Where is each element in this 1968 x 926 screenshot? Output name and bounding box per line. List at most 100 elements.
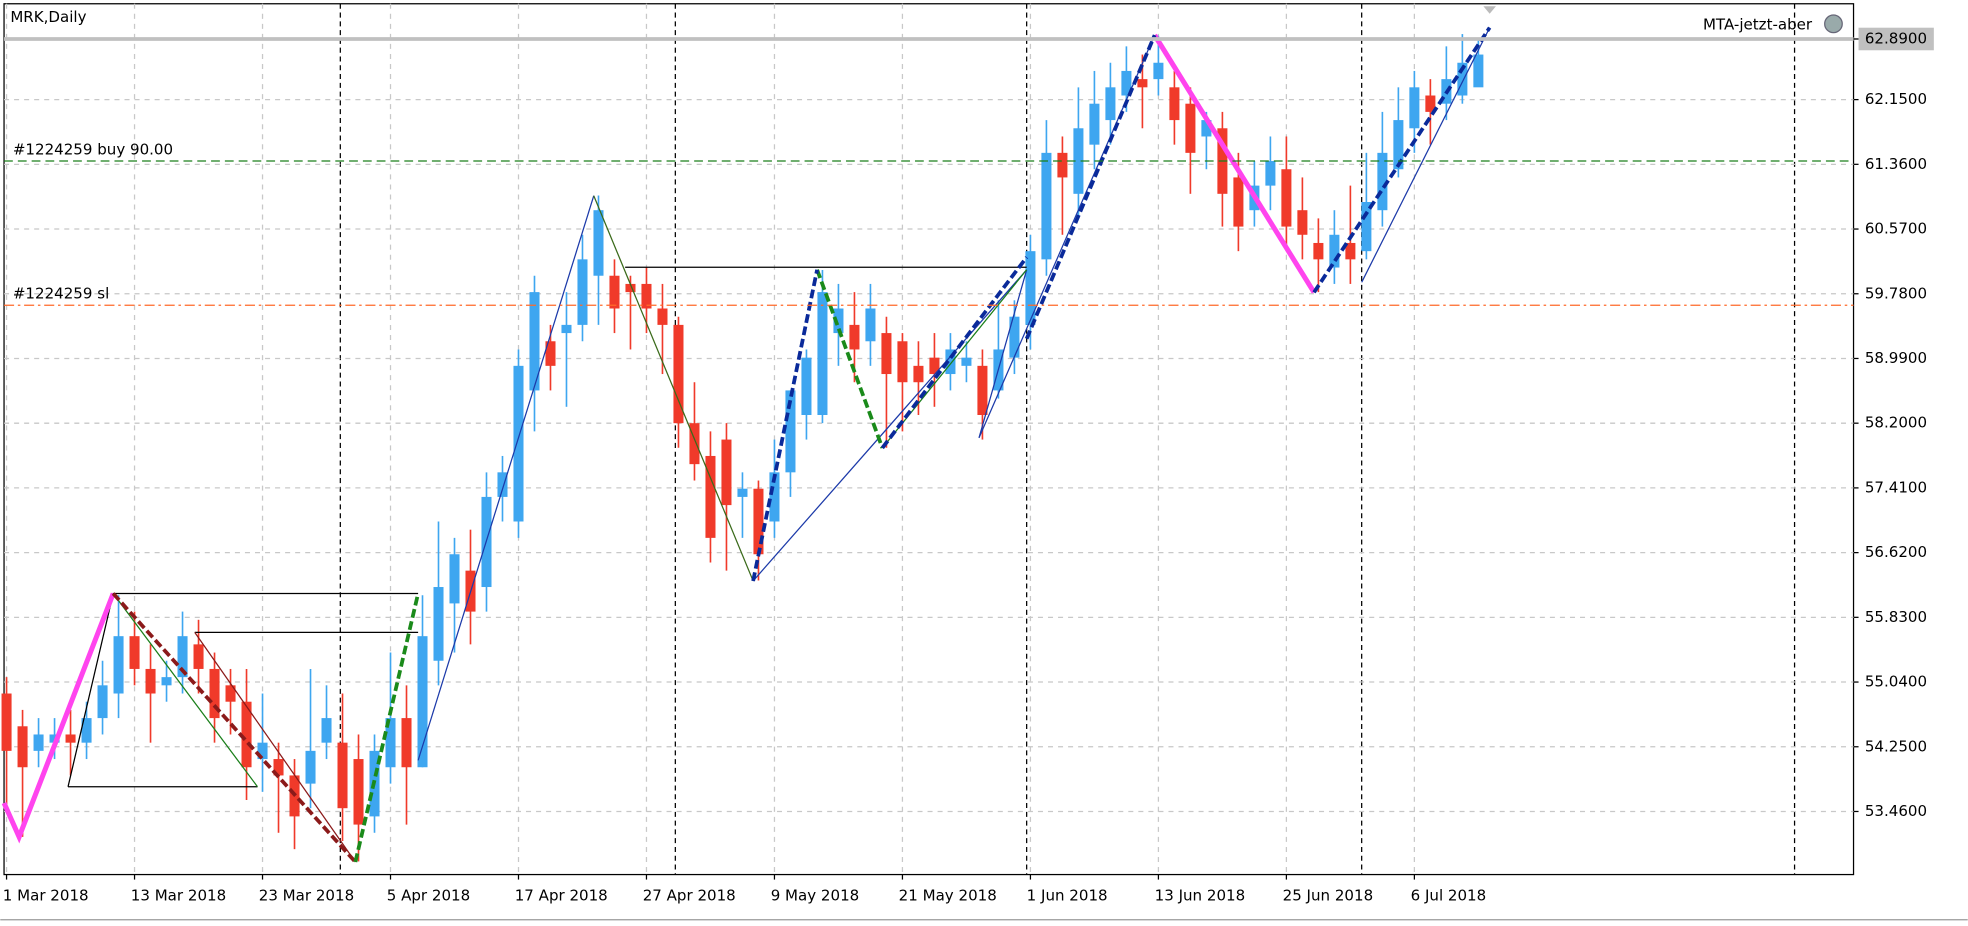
price-label-bg [1858, 27, 1934, 51]
candle-body [897, 341, 908, 383]
candle-body [1313, 242, 1324, 260]
candle-body [177, 636, 188, 678]
candle-body [497, 472, 508, 497]
candle-body [401, 718, 412, 768]
candle-body [449, 554, 460, 604]
candle-body [1473, 54, 1484, 88]
x-tick-label: 25 Jun 2018 [1283, 886, 1374, 904]
candle-body [929, 357, 940, 375]
candle-body [657, 308, 668, 325]
candle-body [577, 259, 588, 325]
candle-body [1121, 70, 1132, 96]
candle-body [1041, 152, 1052, 260]
y-tick-label: 57.4100 [1865, 478, 1927, 496]
candle-body [1201, 120, 1212, 137]
candle-body [673, 324, 684, 424]
candle-body [1409, 87, 1420, 129]
candle-body [1457, 62, 1468, 96]
candle-body [1265, 161, 1276, 186]
level-label: #1224259 sl [13, 284, 109, 302]
x-tick-label: 9 May 2018 [771, 886, 860, 904]
plot-frame [3, 3, 1855, 876]
candle-body [193, 644, 204, 669]
indicator-name: MTA-jetzt-aber [1703, 16, 1813, 34]
x-tick-label: 1 Mar 2018 [3, 886, 89, 904]
candle-body [609, 275, 620, 309]
candle-body [225, 685, 236, 702]
candle-body [353, 759, 364, 825]
candle-body [945, 349, 956, 375]
candle-body [1, 693, 12, 751]
y-tick-label: 58.9900 [1865, 349, 1927, 367]
candle-body [113, 636, 124, 694]
candle-body [801, 357, 812, 415]
candle-body [129, 636, 140, 669]
candle-body [145, 668, 156, 694]
candle-body [753, 488, 764, 555]
candle-body [1425, 95, 1436, 112]
x-tick-label: 17 Apr 2018 [515, 886, 608, 904]
x-tick-label: 6 Jul 2018 [1411, 886, 1487, 904]
candle-body [1361, 202, 1372, 252]
candle-body [97, 685, 108, 719]
y-tick-label: 60.5700 [1865, 220, 1927, 238]
x-tick-label: 13 Jun 2018 [1155, 886, 1246, 904]
y-tick-label: 61.3600 [1865, 155, 1927, 173]
candle-body [305, 750, 316, 784]
candle-body [833, 308, 844, 334]
candle-body [593, 210, 604, 276]
y-tick-label: 62.8900 [1865, 29, 1927, 47]
shift-marker [1483, 6, 1496, 14]
candle-body [1137, 79, 1148, 88]
candle-body [785, 390, 796, 473]
candle-body [849, 324, 860, 350]
candle-body [1025, 251, 1036, 325]
candle-body [1153, 62, 1164, 80]
candle-body [513, 365, 524, 522]
candle-body [337, 742, 348, 809]
indicator-icon [1824, 14, 1843, 34]
chart-title: MRK,Daily [10, 8, 86, 26]
y-tick-label: 62.1500 [1865, 90, 1927, 108]
level-label: #1224259 buy 90.00 [13, 140, 173, 158]
candle-body [1345, 242, 1356, 260]
x-tick-label: 1 Jun 2018 [1027, 886, 1108, 904]
candle-body [161, 677, 172, 686]
y-tick-label: 55.8300 [1865, 608, 1927, 626]
candle-body [1057, 152, 1068, 178]
grid [4, 3, 1854, 875]
candle-body [561, 324, 572, 334]
candle-body [1329, 234, 1340, 268]
candle-body [545, 341, 556, 366]
y-tick-label: 54.2500 [1865, 737, 1927, 755]
period-separators [339, 3, 1796, 875]
candle-body [817, 292, 828, 415]
y-tick-label: 59.7800 [1865, 284, 1927, 302]
candle-body [1281, 169, 1292, 227]
candle-body [1073, 128, 1084, 194]
candle-body [865, 308, 876, 342]
y-tick-label: 53.4600 [1865, 802, 1927, 820]
candle-body [1393, 120, 1404, 170]
candle-body [433, 587, 444, 661]
candle-body [385, 718, 396, 768]
candle-body [705, 455, 716, 538]
candle-body [1009, 316, 1020, 358]
candle-body [913, 365, 924, 383]
candle-body [641, 283, 652, 309]
candle-body [529, 292, 540, 391]
candle-body [977, 365, 988, 415]
candle-body [769, 472, 780, 522]
candle-body [17, 726, 28, 768]
candle-body [881, 333, 892, 375]
x-tick-label: 21 May 2018 [899, 886, 997, 904]
x-tick-label: 23 Mar 2018 [259, 886, 354, 904]
x-tick-label: 27 Apr 2018 [643, 886, 736, 904]
y-tick-label: 55.0400 [1865, 673, 1927, 691]
candle-body [209, 668, 220, 719]
x-tick-label: 13 Mar 2018 [131, 886, 226, 904]
candle-body [625, 283, 636, 293]
candle-body [1105, 87, 1116, 121]
